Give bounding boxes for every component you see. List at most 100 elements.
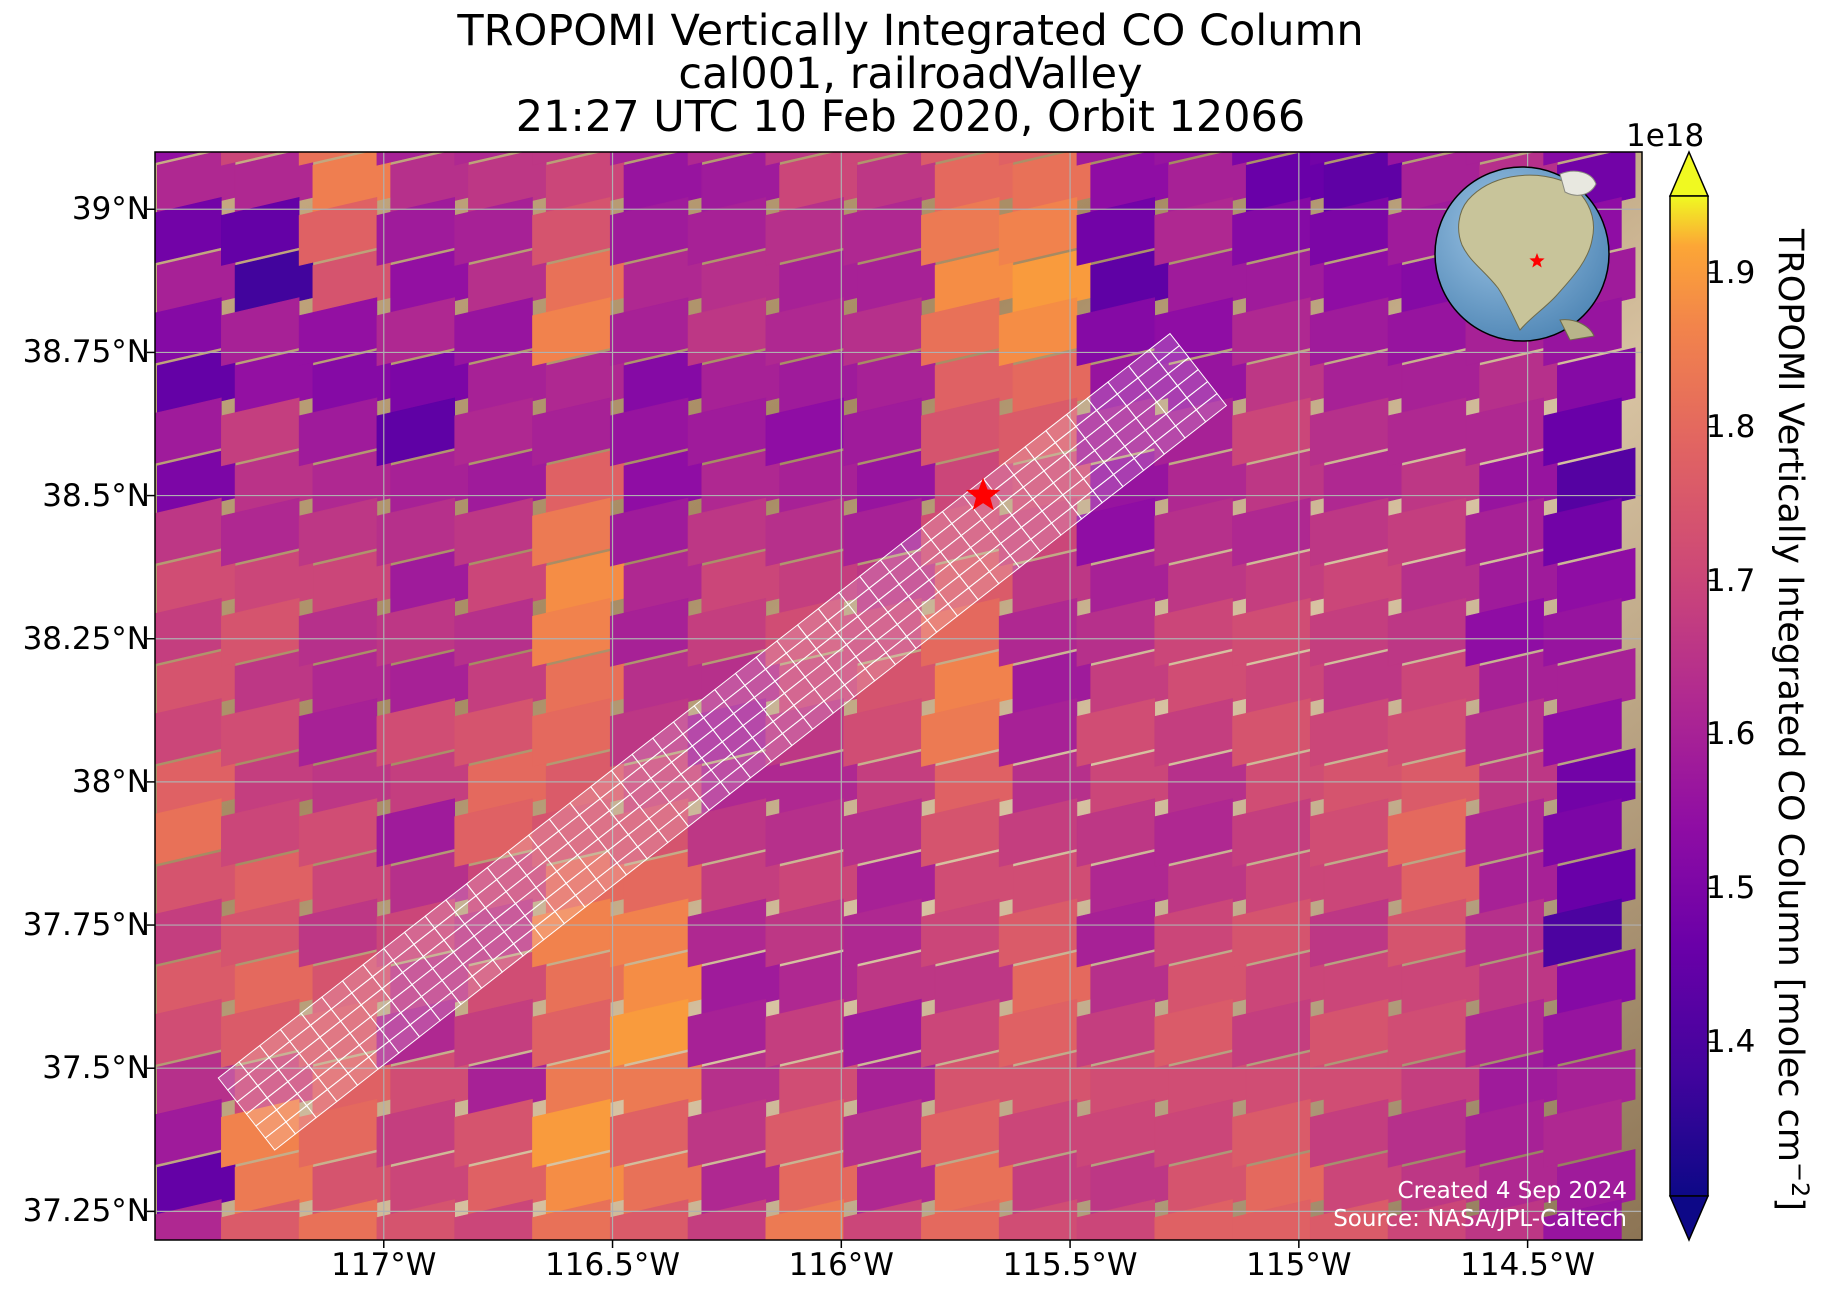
co-pixel <box>1154 152 1214 166</box>
co-pixel <box>765 152 825 166</box>
x-tick-label: 115.5°W <box>1002 1247 1138 1283</box>
co-pixel <box>1168 1250 1246 1289</box>
co-pixel <box>1543 1098 1622 1168</box>
co-pixel <box>221 152 281 166</box>
y-tick-label: 38°N <box>71 763 150 800</box>
colorbar-label: TROPOMI Vertically Integrated CO Column … <box>1770 229 1814 1211</box>
colorbar-tick-label: 1.8 <box>1706 408 1756 445</box>
co-pixel <box>1543 898 1622 968</box>
chart-title-line1: TROPOMI Vertically Integrated CO Column <box>457 6 1364 56</box>
co-pixel <box>1387 1199 1467 1240</box>
globe-continent-north-america <box>1458 174 1594 331</box>
y-tick-label: 38.5°N <box>42 477 150 514</box>
colorbar-tick-label: 1.9 <box>1706 254 1756 291</box>
colorbar-ticks <box>1708 272 1716 1043</box>
globe-marker-star <box>1529 253 1545 268</box>
co-pixel <box>1387 152 1447 166</box>
gridlines <box>155 152 1642 1240</box>
co-pixel <box>1309 1199 1389 1240</box>
colorbar-tick-label: 1.4 <box>1706 1024 1756 1061</box>
co-pixel <box>1543 497 1622 567</box>
colorbar-extend-top <box>1668 150 1710 197</box>
colorbar-gradient <box>1669 195 1709 1197</box>
co-pixel <box>1543 698 1622 767</box>
colorbar-extend-bottom <box>1668 1195 1710 1242</box>
axis-tick-marks <box>147 208 1529 1248</box>
co-pixel <box>1076 1199 1156 1240</box>
co-pixel <box>843 1199 922 1240</box>
co-pixel <box>157 1250 235 1289</box>
co-pixel <box>1232 152 1292 166</box>
y-tick-label: 39°N <box>71 191 150 228</box>
co-pixel-layer <box>155 152 1636 1289</box>
co-pixel <box>454 152 514 166</box>
colorbar-tick-label: 1.6 <box>1706 716 1756 753</box>
co-pixel <box>687 1199 767 1240</box>
x-tick-label: 114.5°W <box>1460 1247 1596 1283</box>
x-tick-label: 117°W <box>331 1247 437 1283</box>
co-pixel <box>1465 152 1525 166</box>
co-pixel <box>235 1250 313 1289</box>
co-pixel <box>1543 597 1622 667</box>
co-pixel <box>1557 447 1636 517</box>
map-area <box>155 152 1642 1289</box>
co-pixel <box>1557 1149 1636 1218</box>
co-pixel <box>298 1199 378 1240</box>
co-pixel <box>1557 948 1636 1018</box>
co-pixel <box>1557 1048 1636 1118</box>
swath-cell <box>1195 392 1228 423</box>
created-date-credit: Created 4 Sep 2024 <box>1397 1178 1627 1204</box>
co-pixel <box>1232 1199 1311 1240</box>
co-pixel <box>1465 1199 1544 1240</box>
co-pixel <box>1543 152 1603 166</box>
co-pixel <box>155 1199 222 1240</box>
co-pixel <box>998 152 1058 166</box>
co-pixel <box>221 1199 300 1240</box>
co-pixel <box>454 1199 533 1240</box>
inset-globe <box>1434 166 1610 342</box>
co-pixel <box>1543 397 1622 467</box>
site-marker-star <box>966 477 1001 511</box>
y-tick-label: 38.75°N <box>22 334 150 371</box>
source-credit: Source: NASA/JPL-Caltech <box>1333 1206 1627 1232</box>
co-pixel <box>609 152 670 166</box>
chart-title-line3: 21:27 UTC 10 Feb 2020, Orbit 12066 <box>515 92 1306 142</box>
colorbar <box>1668 150 1716 1242</box>
co-pixel <box>935 1250 1013 1289</box>
co-pixel <box>687 152 747 166</box>
co-pixel <box>998 1199 1078 1240</box>
y-tick-label: 38.25°N <box>22 620 150 657</box>
y-tick-label: 37.75°N <box>22 907 150 944</box>
co-pixel <box>532 1199 611 1240</box>
co-pixel <box>298 152 358 166</box>
co-pixel <box>1557 547 1636 617</box>
co-pixel <box>921 152 981 166</box>
co-pixel <box>921 1199 1000 1240</box>
target-swath-outline <box>217 332 1228 1151</box>
colorbar-tick-label: 1.7 <box>1706 562 1756 599</box>
colorbar-offset-text: 1e18 <box>1626 118 1705 154</box>
co-pixel <box>609 1199 689 1240</box>
map-frame <box>154 151 1643 1241</box>
co-pixel <box>1557 347 1636 417</box>
co-pixel <box>1543 1199 1622 1240</box>
co-pixel <box>376 1199 455 1240</box>
globe-continent-greenland <box>1559 170 1597 196</box>
co-pixel <box>1543 798 1622 868</box>
co-pixel <box>1309 152 1370 166</box>
co-pixel <box>532 152 592 166</box>
x-tick-label: 116.5°W <box>545 1247 680 1283</box>
co-pixel <box>376 152 436 166</box>
co-pixel <box>1076 152 1136 166</box>
co-pixel <box>1543 998 1622 1068</box>
co-pixel <box>468 1250 546 1289</box>
globe-continent-south-america <box>1559 319 1595 341</box>
colorbar-tick-label: 1.5 <box>1706 870 1756 907</box>
co-pixel <box>1557 748 1636 818</box>
x-tick-label: 116°W <box>788 1247 894 1283</box>
co-pixel <box>1154 1199 1233 1240</box>
co-pixel <box>765 1199 844 1240</box>
co-pixel <box>1557 647 1636 717</box>
co-pixel <box>843 152 903 166</box>
